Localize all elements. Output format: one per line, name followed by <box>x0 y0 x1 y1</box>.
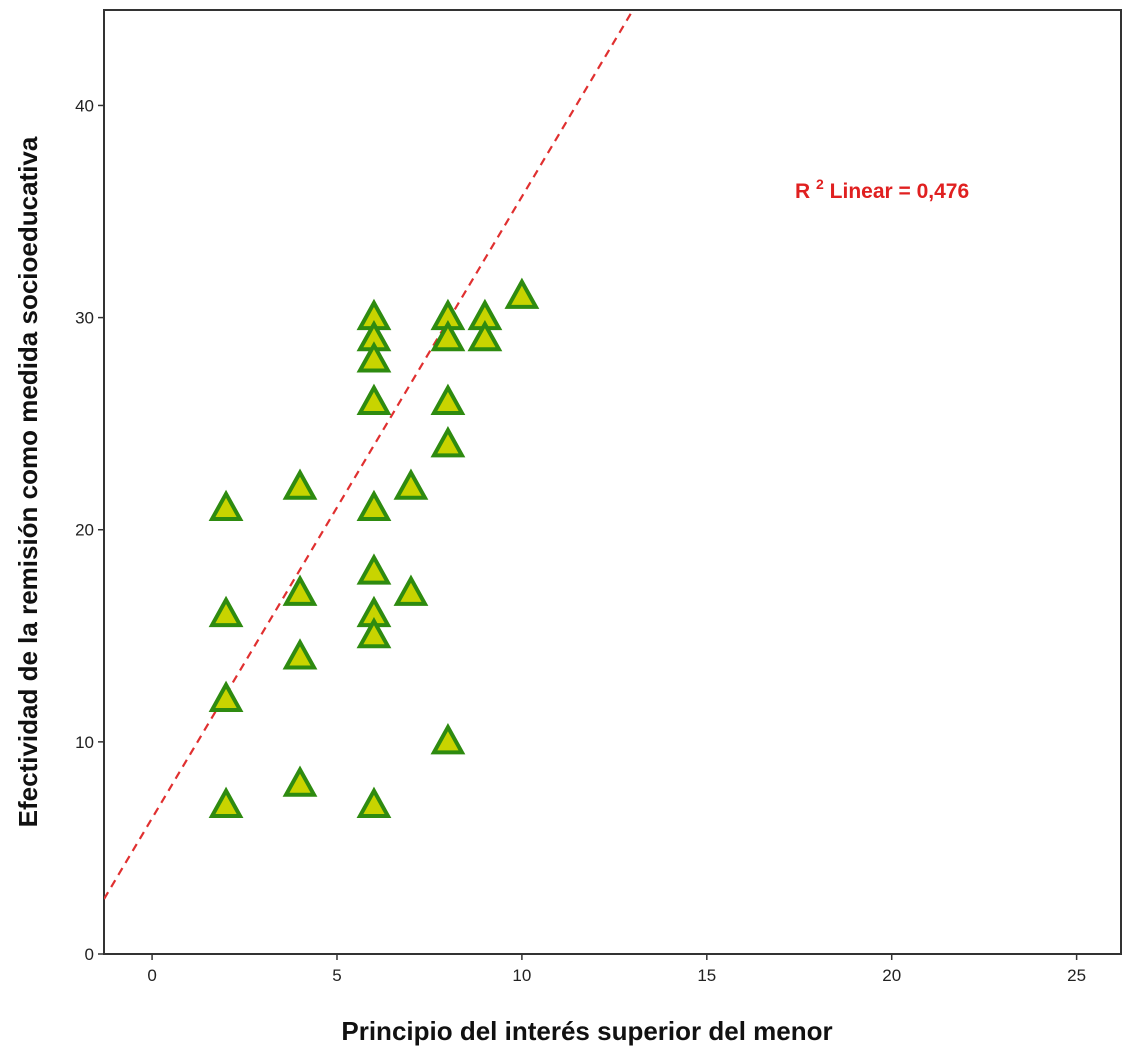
data-point <box>282 574 318 606</box>
data-point <box>430 723 466 755</box>
data-point <box>356 616 392 649</box>
x-tick-label: 10 <box>512 966 531 985</box>
r-squared-prefix: R <box>795 180 810 203</box>
y-axis: 0 10 20 30 40 <box>75 96 104 964</box>
y-tick-label: 20 <box>75 521 94 540</box>
data-point <box>393 574 429 606</box>
data-points <box>208 277 540 819</box>
data-point <box>356 786 392 819</box>
data-point <box>430 383 466 415</box>
y-tick-label: 40 <box>75 96 94 115</box>
data-point <box>208 786 244 819</box>
x-tick-label: 5 <box>332 966 341 985</box>
data-point <box>356 341 392 373</box>
data-point <box>504 277 540 309</box>
data-point <box>356 553 392 585</box>
x-tick-label: 0 <box>147 966 156 985</box>
data-point <box>393 468 429 500</box>
y-axis-title: Efectividad de la remisión como medida s… <box>13 136 43 827</box>
y-tick-label: 0 <box>85 945 94 964</box>
data-point <box>356 383 392 415</box>
data-point <box>208 680 244 712</box>
x-axis-title: Principio del interés superior del menor <box>341 1016 832 1046</box>
data-point <box>430 426 466 458</box>
x-axis: 0 5 10 15 20 25 <box>147 954 1086 985</box>
data-point <box>282 765 318 797</box>
data-point <box>467 319 503 352</box>
data-point <box>282 468 318 500</box>
data-point <box>356 489 392 522</box>
r-squared-superscript: 2 <box>816 176 824 192</box>
data-point <box>282 638 318 670</box>
y-tick-label: 30 <box>75 309 94 328</box>
regression-line <box>104 10 635 900</box>
y-tick-label: 10 <box>75 733 94 752</box>
data-point <box>208 489 244 522</box>
x-tick-label: 20 <box>882 966 901 985</box>
x-tick-label: 25 <box>1067 966 1086 985</box>
data-point <box>430 319 466 352</box>
x-tick-label: 15 <box>697 966 716 985</box>
r-squared-value: Linear = 0,476 <box>830 180 970 203</box>
data-point <box>208 595 244 628</box>
r-squared-annotation: R 2 Linear = 0,476 <box>795 171 969 203</box>
plot-frame <box>103 9 1122 955</box>
